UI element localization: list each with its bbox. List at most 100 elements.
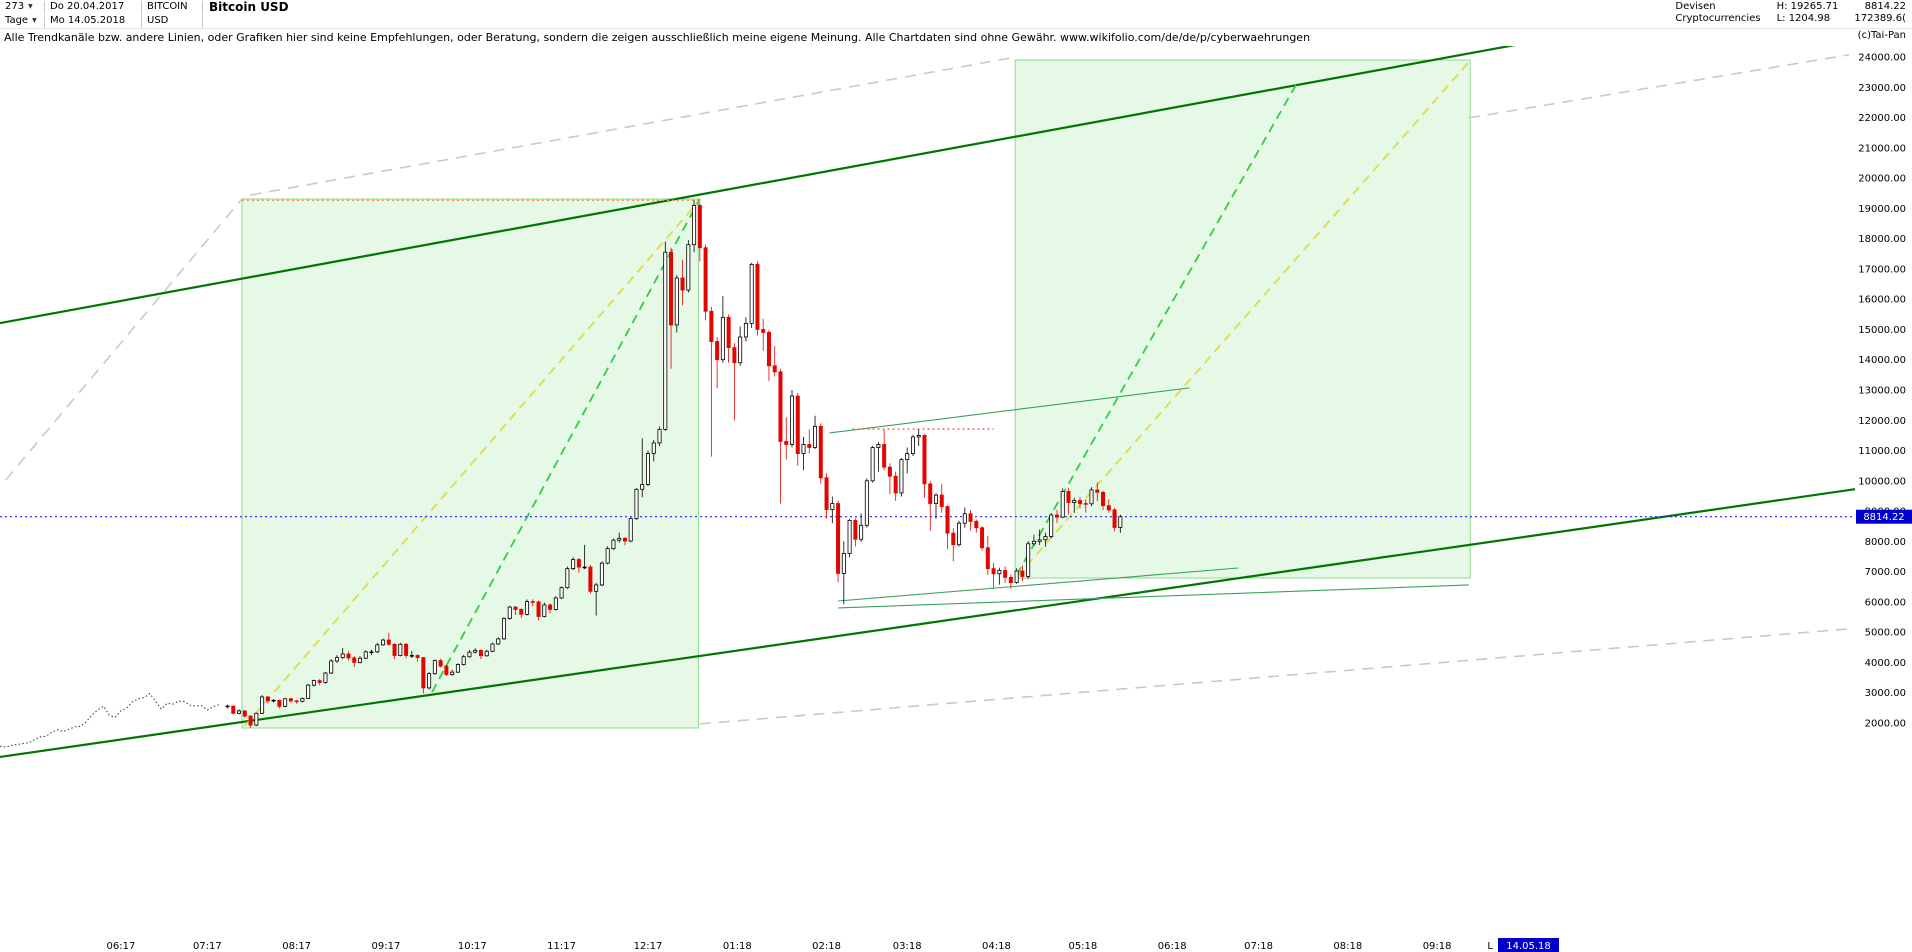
candle-body: [720, 316, 725, 361]
x-axis-tick-label: 05:18: [1068, 941, 1097, 952]
candle-body: [870, 447, 875, 482]
candle-body: [628, 518, 633, 542]
candle-body: [490, 643, 495, 652]
instrument-info: Devisen H: 19265.71 8814.22 Cryptocurren…: [1675, 1, 1906, 24]
y-axis-tick-label: 23000.00: [1858, 83, 1906, 94]
candle-body: [1112, 509, 1117, 528]
candle-body: [905, 453, 910, 461]
chart-title: Bitcoin USD: [209, 0, 289, 14]
candle-body: [853, 520, 858, 540]
trend-line-thin-green: [838, 567, 1239, 602]
candle-body: [357, 657, 362, 663]
y-axis-tick-label: 21000.00: [1858, 143, 1906, 154]
y-axis-tick-label: 13000.00: [1858, 385, 1906, 396]
high-value-label: H: 19265.71: [1776, 1, 1839, 12]
candle-body: [663, 251, 668, 430]
trend-line-yellow-dash: [244, 199, 701, 727]
candle-body: [265, 696, 270, 702]
candle-body: [381, 639, 386, 646]
x-axis-tick-label: 08:18: [1333, 941, 1362, 952]
candle-body: [1066, 491, 1071, 504]
candle-body: [824, 477, 829, 510]
trend-boxes-group: [241, 59, 1471, 729]
candle-body: [548, 604, 553, 610]
candle-body: [1077, 500, 1082, 504]
candle-body: [231, 705, 236, 714]
candle-body: [605, 548, 610, 564]
current-price-tag: 8814.22: [1856, 509, 1912, 524]
trend-line-gray-dash: [1468, 54, 1850, 119]
x-axis-tick-label: 06:17: [107, 941, 136, 952]
candle-body: [242, 710, 247, 717]
copyright-label: (c)Tai-Pan: [1851, 30, 1906, 41]
candle-body: [715, 341, 720, 361]
period-value: Tage: [5, 15, 29, 26]
trend-line-gray-dash: [250, 57, 1012, 196]
trend-line-thin-green: [838, 584, 1469, 609]
y-axis-tick-label: 8000.00: [1865, 537, 1906, 548]
candle-body: [789, 395, 794, 445]
candle-body: [645, 453, 650, 485]
chevron-down-icon: ▼: [32, 17, 37, 24]
y-axis-tick-label: 22000.00: [1858, 113, 1906, 124]
candle-body: [732, 347, 737, 364]
last-date-tag: L 14.05.18: [1487, 938, 1559, 952]
price-chart[interactable]: 2000.00 3000.00 4000.00 5000.00 6000.00 7000.…: [0, 44, 1912, 952]
header: 273 ▼ Do 20.04.2017 BITCOIN Bitcoin USD …: [0, 0, 1912, 28]
x-axis-tick-label: 07:18: [1244, 941, 1273, 952]
candle-body: [1008, 576, 1013, 583]
date-from-label: Do 20.04.2017: [45, 0, 142, 14]
candle-body: [836, 503, 841, 574]
candle-body: [415, 655, 420, 659]
candles-group: [225, 200, 1123, 728]
candle-body: [576, 559, 581, 568]
candle-body: [455, 664, 460, 673]
y-axis-tick-label: 4000.00: [1865, 658, 1906, 669]
candle-body: [496, 638, 501, 645]
candle-body: [680, 277, 685, 291]
candle-body: [617, 537, 622, 541]
candle-body: [1003, 570, 1008, 578]
candle-body: [334, 657, 339, 662]
candle-body: [980, 527, 985, 549]
y-axis-tick-label: 3000.00: [1865, 688, 1906, 699]
candle-body: [847, 520, 852, 554]
x-axis-tick-label: 12:17: [634, 941, 663, 952]
candle-body: [594, 584, 599, 592]
bars-count-dropdown[interactable]: 273 ▼: [0, 0, 45, 14]
y-axis-tick-label: 18000.00: [1858, 234, 1906, 245]
candle-body: [519, 609, 524, 615]
candle-body: [530, 601, 535, 603]
x-axis-tick-label: 09:17: [372, 941, 401, 952]
candle-body: [968, 513, 973, 522]
trend-line-gray-dash: [5, 198, 243, 481]
candle-body: [1106, 505, 1111, 511]
candle-body: [622, 537, 627, 542]
candle-body: [766, 332, 771, 367]
candle-body: [432, 660, 437, 675]
x-axis-labels: 06:17 07:17 08:17 09:17 10:17 11:17 12:17 01:18…: [107, 941, 1452, 952]
current-price-value: 8814.22: [1863, 512, 1904, 523]
candle-body: [864, 480, 869, 526]
candle-body: [640, 484, 645, 490]
candle-body: [536, 601, 541, 617]
candle-body: [450, 671, 455, 675]
candle-body: [985, 547, 990, 570]
candle-body: [467, 651, 472, 658]
x-axis-tick-label: 07:17: [193, 941, 222, 952]
candle-body: [841, 553, 846, 574]
candle-body: [329, 660, 334, 674]
y-axis-tick-label: 24000.00: [1858, 52, 1906, 63]
candle-body: [260, 696, 265, 714]
y-axis-tick-label: 14000.00: [1858, 355, 1906, 366]
period-dropdown[interactable]: Tage ▼: [0, 14, 45, 28]
candle-body: [525, 601, 530, 615]
candle-body: [813, 425, 818, 448]
low-value-label: L: 1204.98: [1776, 13, 1831, 24]
candle-body: [225, 705, 230, 708]
candle-body: [818, 425, 823, 479]
candle-body: [473, 649, 478, 653]
y-axis-tick-label: 7000.00: [1865, 567, 1906, 578]
candle-body: [294, 700, 299, 703]
